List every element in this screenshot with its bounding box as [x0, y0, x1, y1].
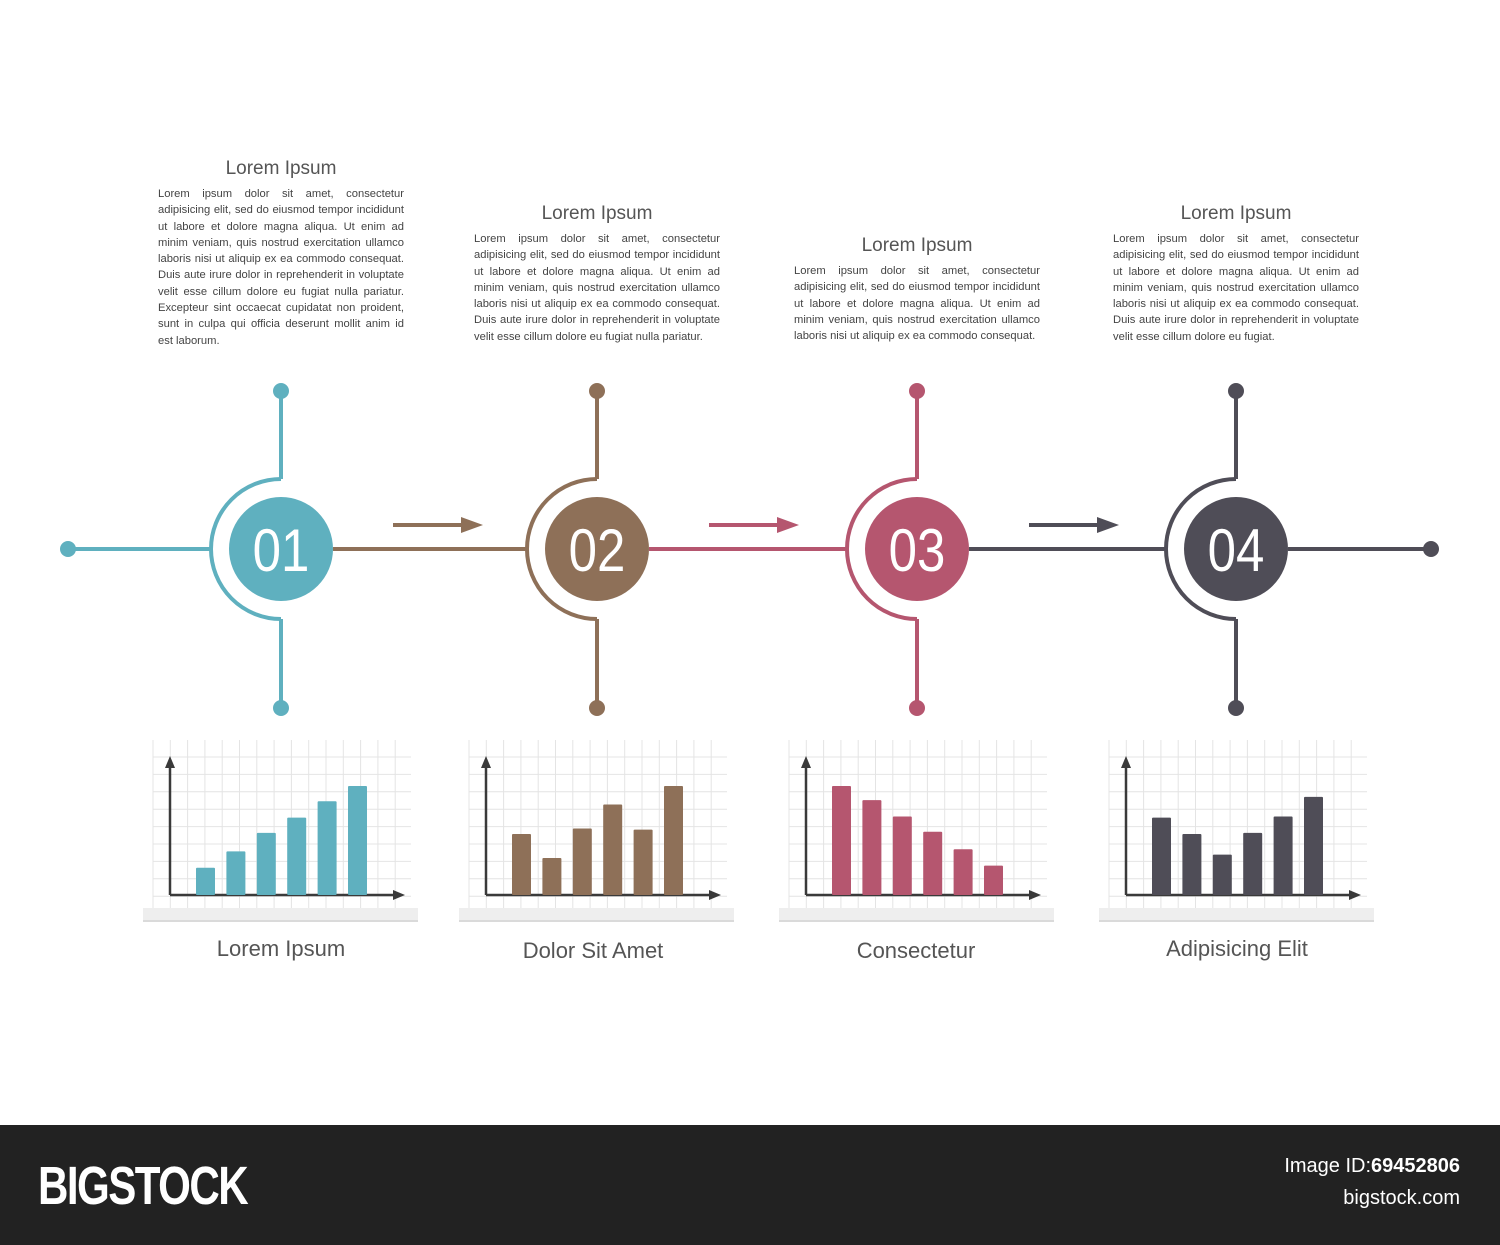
step-number: 01 [253, 517, 310, 584]
step-arc [209, 477, 282, 621]
step-arc [1164, 477, 1237, 621]
y-axis-arrow-icon [481, 756, 491, 768]
step-4-title: Lorem Ipsum [1180, 203, 1292, 224]
chart-shelf [459, 908, 734, 922]
bar [603, 804, 623, 895]
chart-1-label: Lorem Ipsum [216, 936, 346, 961]
bar [317, 801, 337, 895]
bar [1152, 817, 1171, 895]
chart-4-label: Adipisicing Elit [1166, 936, 1308, 961]
step-circle [229, 497, 333, 601]
bar [572, 828, 592, 895]
bar-chart-1 [143, 740, 418, 922]
connector-dot-bottom [273, 700, 289, 716]
step-3-body: Lorem ipsum dolor sit amet, consectetur … [794, 265, 1040, 343]
bar [1273, 816, 1293, 895]
bar-chart-2 [459, 740, 734, 922]
bar [832, 786, 851, 895]
connector-dot-bottom [909, 700, 925, 716]
step-1-body: Lorem ipsum dolor sit amet, consectetur … [158, 188, 404, 347]
bar [256, 832, 276, 895]
chart-2-label: Dolor Sit Amet [522, 938, 664, 963]
bigstock-logo: BIGSTOCK [38, 1156, 249, 1216]
step-number: 03 [889, 517, 946, 584]
connector-dot-top [1228, 383, 1244, 399]
image-id: Image ID:69452806 [1284, 1155, 1460, 1178]
x-axis-arrow-icon [1349, 890, 1361, 900]
step-1-title: Lorem Ipsum [225, 158, 337, 179]
bar [1304, 796, 1323, 895]
x-axis-arrow-icon [393, 890, 405, 900]
y-axis-arrow-icon [801, 756, 811, 768]
bar [1243, 832, 1263, 895]
bar [923, 831, 943, 895]
bar [512, 833, 531, 895]
chart-shelf [779, 908, 1054, 922]
step-1-text: Lorem Ipsum Lorem ipsum dolor sit amet, … [158, 158, 404, 349]
step-3-title: Lorem Ipsum [861, 235, 973, 256]
chart-shelf [1099, 908, 1374, 922]
timeline-diagram: 01 02 03 04 [60, 383, 1439, 922]
bar-chart-3 [779, 740, 1054, 922]
connector-dot-bottom [589, 700, 605, 716]
step-2-title: Lorem Ipsum [541, 203, 653, 224]
y-axis-arrow-icon [1121, 756, 1131, 768]
arrow-icon [461, 517, 483, 533]
bar [542, 857, 562, 895]
step-4-text: Lorem Ipsum Lorem ipsum dolor sit amet, … [1113, 203, 1359, 345]
step-circle [865, 497, 969, 601]
bar [348, 786, 367, 895]
bar [953, 849, 973, 895]
timeline-start-dot [60, 541, 76, 557]
bar [287, 817, 307, 895]
bar [1212, 854, 1232, 895]
step-number: 04 [1208, 517, 1265, 584]
x-axis-arrow-icon [1029, 890, 1041, 900]
step-arc [845, 477, 918, 621]
timeline-end-dot [1423, 541, 1439, 557]
connector-dot-top [909, 383, 925, 399]
bar [892, 816, 912, 895]
y-axis-arrow-icon [165, 756, 175, 768]
bar [984, 865, 1003, 895]
site-link: bigstock.com [1343, 1187, 1460, 1209]
arrow-icon [1097, 517, 1119, 533]
step-circle [545, 497, 649, 601]
connector-dot-bottom [1228, 700, 1244, 716]
step-2-text: Lorem Ipsum Lorem ipsum dolor sit amet, … [474, 203, 720, 345]
chart-shelf [143, 908, 418, 922]
chart-3-label: Consectetur [856, 938, 976, 963]
bar [196, 867, 215, 895]
arrow-icon [777, 517, 799, 533]
connector-dot-top [589, 383, 605, 399]
bar [633, 829, 653, 895]
footer-bar: BIGSTOCK Image ID:69452806 bigstock.com [0, 1125, 1500, 1245]
step-number: 02 [569, 517, 626, 584]
image-id-value: 69452806 [1371, 1155, 1460, 1177]
step-circle [1184, 497, 1288, 601]
bar [664, 786, 683, 895]
x-axis-arrow-icon [709, 890, 721, 900]
step-2-body: Lorem ipsum dolor sit amet, consectetur … [474, 233, 720, 343]
step-arc [525, 477, 598, 621]
connector-dot-top [273, 383, 289, 399]
bar [1182, 833, 1202, 895]
bar [862, 800, 882, 895]
image-id-label: Image ID: [1284, 1155, 1372, 1177]
step-3-text: Lorem Ipsum Lorem ipsum dolor sit amet, … [794, 235, 1040, 344]
bar [226, 851, 246, 895]
step-4-body: Lorem ipsum dolor sit amet, consectetur … [1113, 233, 1359, 343]
bar-chart-4 [1099, 740, 1374, 922]
